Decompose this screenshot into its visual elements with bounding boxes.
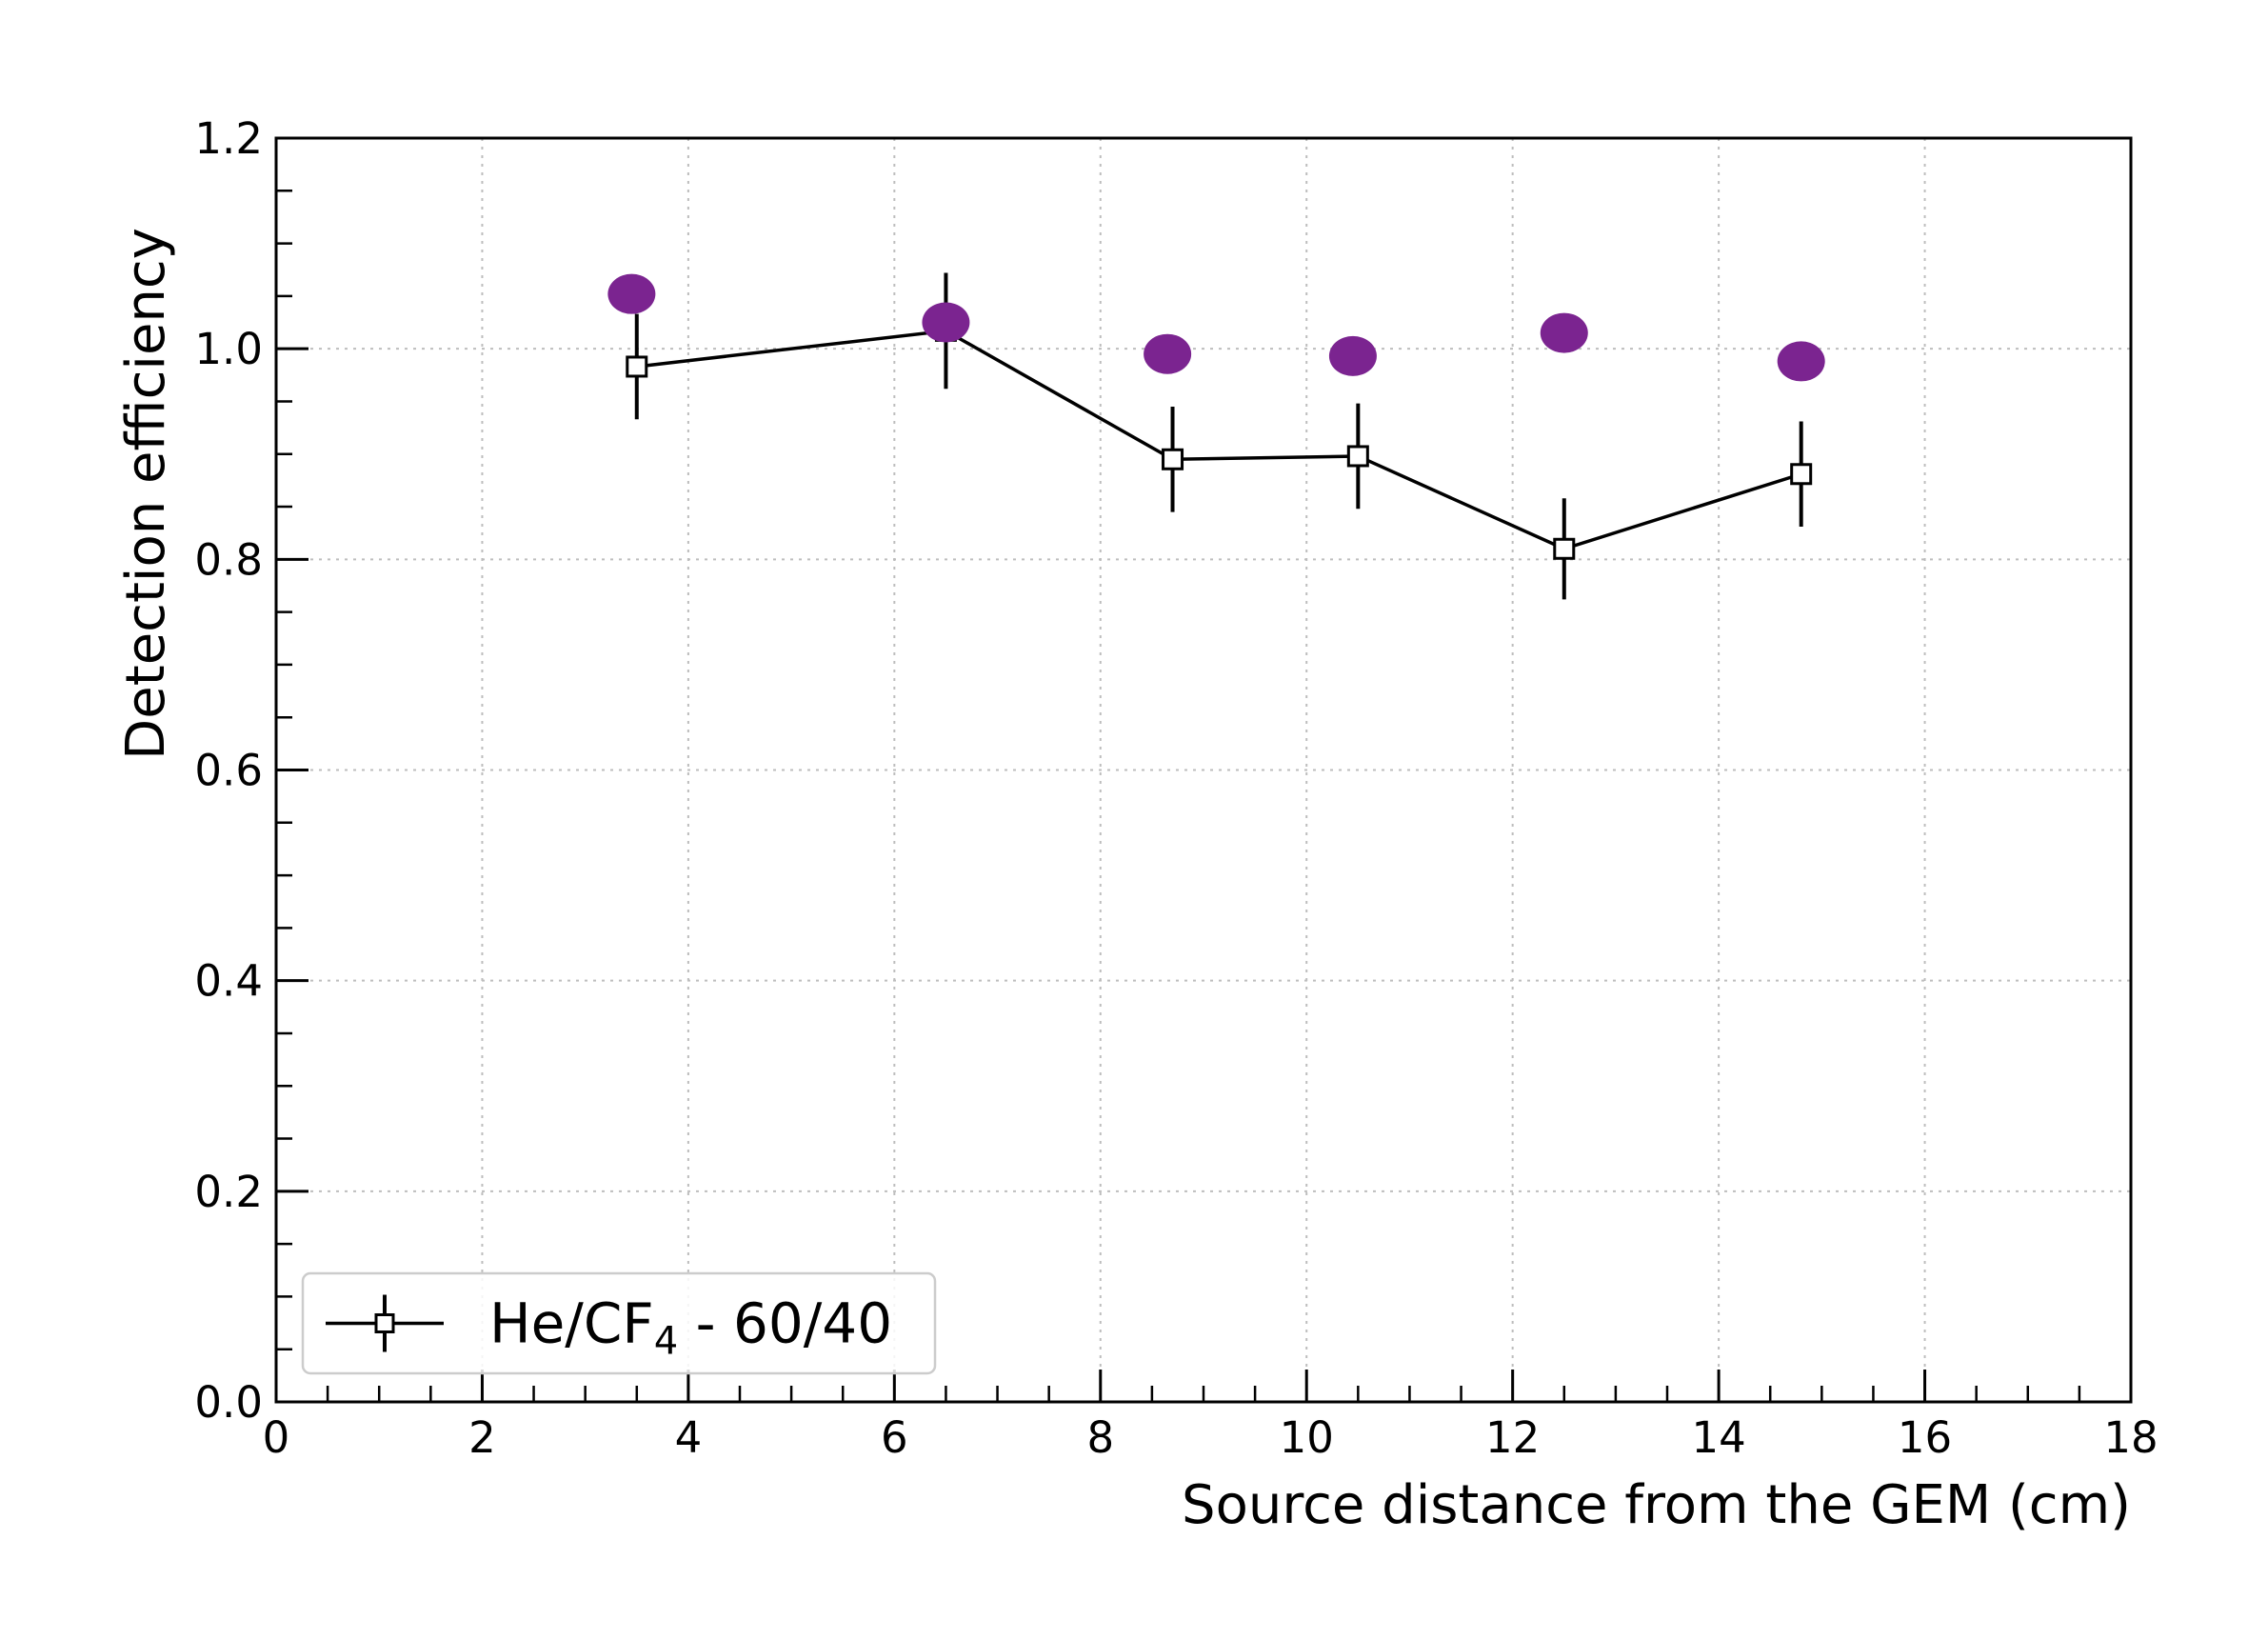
y-tick-labels: 0.0 0.2 0.4 0.6 0.8 1.0 1.2 <box>194 113 263 1428</box>
y-axis-title: Detection efficiency <box>115 228 177 760</box>
legend-label-subscript: 4 <box>654 1320 678 1364</box>
legend-box <box>301 1271 937 1375</box>
y-tick-label: 1.2 <box>194 113 263 164</box>
data-point-square <box>1346 445 1369 468</box>
plot-frame <box>274 136 2133 1404</box>
legend-marker <box>374 1313 395 1333</box>
data-point-square <box>1553 537 1576 560</box>
data-point-square <box>1162 448 1184 470</box>
x-tick-labels: 0 2 4 6 8 10 12 14 16 18 <box>263 1412 2159 1463</box>
grid-layer <box>276 138 2131 1402</box>
x-tick-label: 16 <box>1898 1412 1952 1463</box>
legend: He/CF4 - 60/40 <box>301 1271 937 1375</box>
x-tick-label: 12 <box>1485 1412 1540 1463</box>
y-tick-label: 0.2 <box>194 1167 263 1217</box>
x-tick-label: 4 <box>675 1412 703 1463</box>
y-tick-label: 0.0 <box>194 1377 263 1428</box>
data-point-circle <box>607 273 656 314</box>
x-tick-label: 0 <box>263 1412 290 1463</box>
data-point-circle <box>1144 333 1192 374</box>
data-point-circle <box>1777 341 1825 382</box>
x-tick-label: 2 <box>468 1412 496 1463</box>
data-point-square <box>626 355 648 378</box>
x-tick-label: 14 <box>1691 1412 1745 1463</box>
legend-label: He/CF4 - 60/40 <box>489 1291 892 1364</box>
data-point-circle <box>1328 335 1377 376</box>
series-line <box>636 329 1802 551</box>
y-tick-label: 0.4 <box>194 956 263 1007</box>
x-tick-label: 10 <box>1280 1412 1334 1463</box>
data-point-circle <box>1540 312 1588 353</box>
legend-label-tail: - 60/40 <box>678 1291 892 1356</box>
legend-label-main: He/CF <box>489 1291 654 1356</box>
series-layer <box>607 272 1825 600</box>
legend-symbol <box>326 1294 444 1352</box>
y-tick-label: 0.6 <box>194 746 263 796</box>
x-tick-label: 6 <box>881 1412 908 1463</box>
x-tick-label: 8 <box>1086 1412 1114 1463</box>
y-tick-label: 0.8 <box>194 534 263 585</box>
y-tick-label: 1.0 <box>194 324 263 374</box>
x-tick-label: 18 <box>2103 1412 2158 1463</box>
x-axis-title: Source distance from the GEM (cm) <box>1182 1474 2131 1536</box>
data-point-circle <box>922 302 970 343</box>
data-point-square <box>1790 463 1813 486</box>
